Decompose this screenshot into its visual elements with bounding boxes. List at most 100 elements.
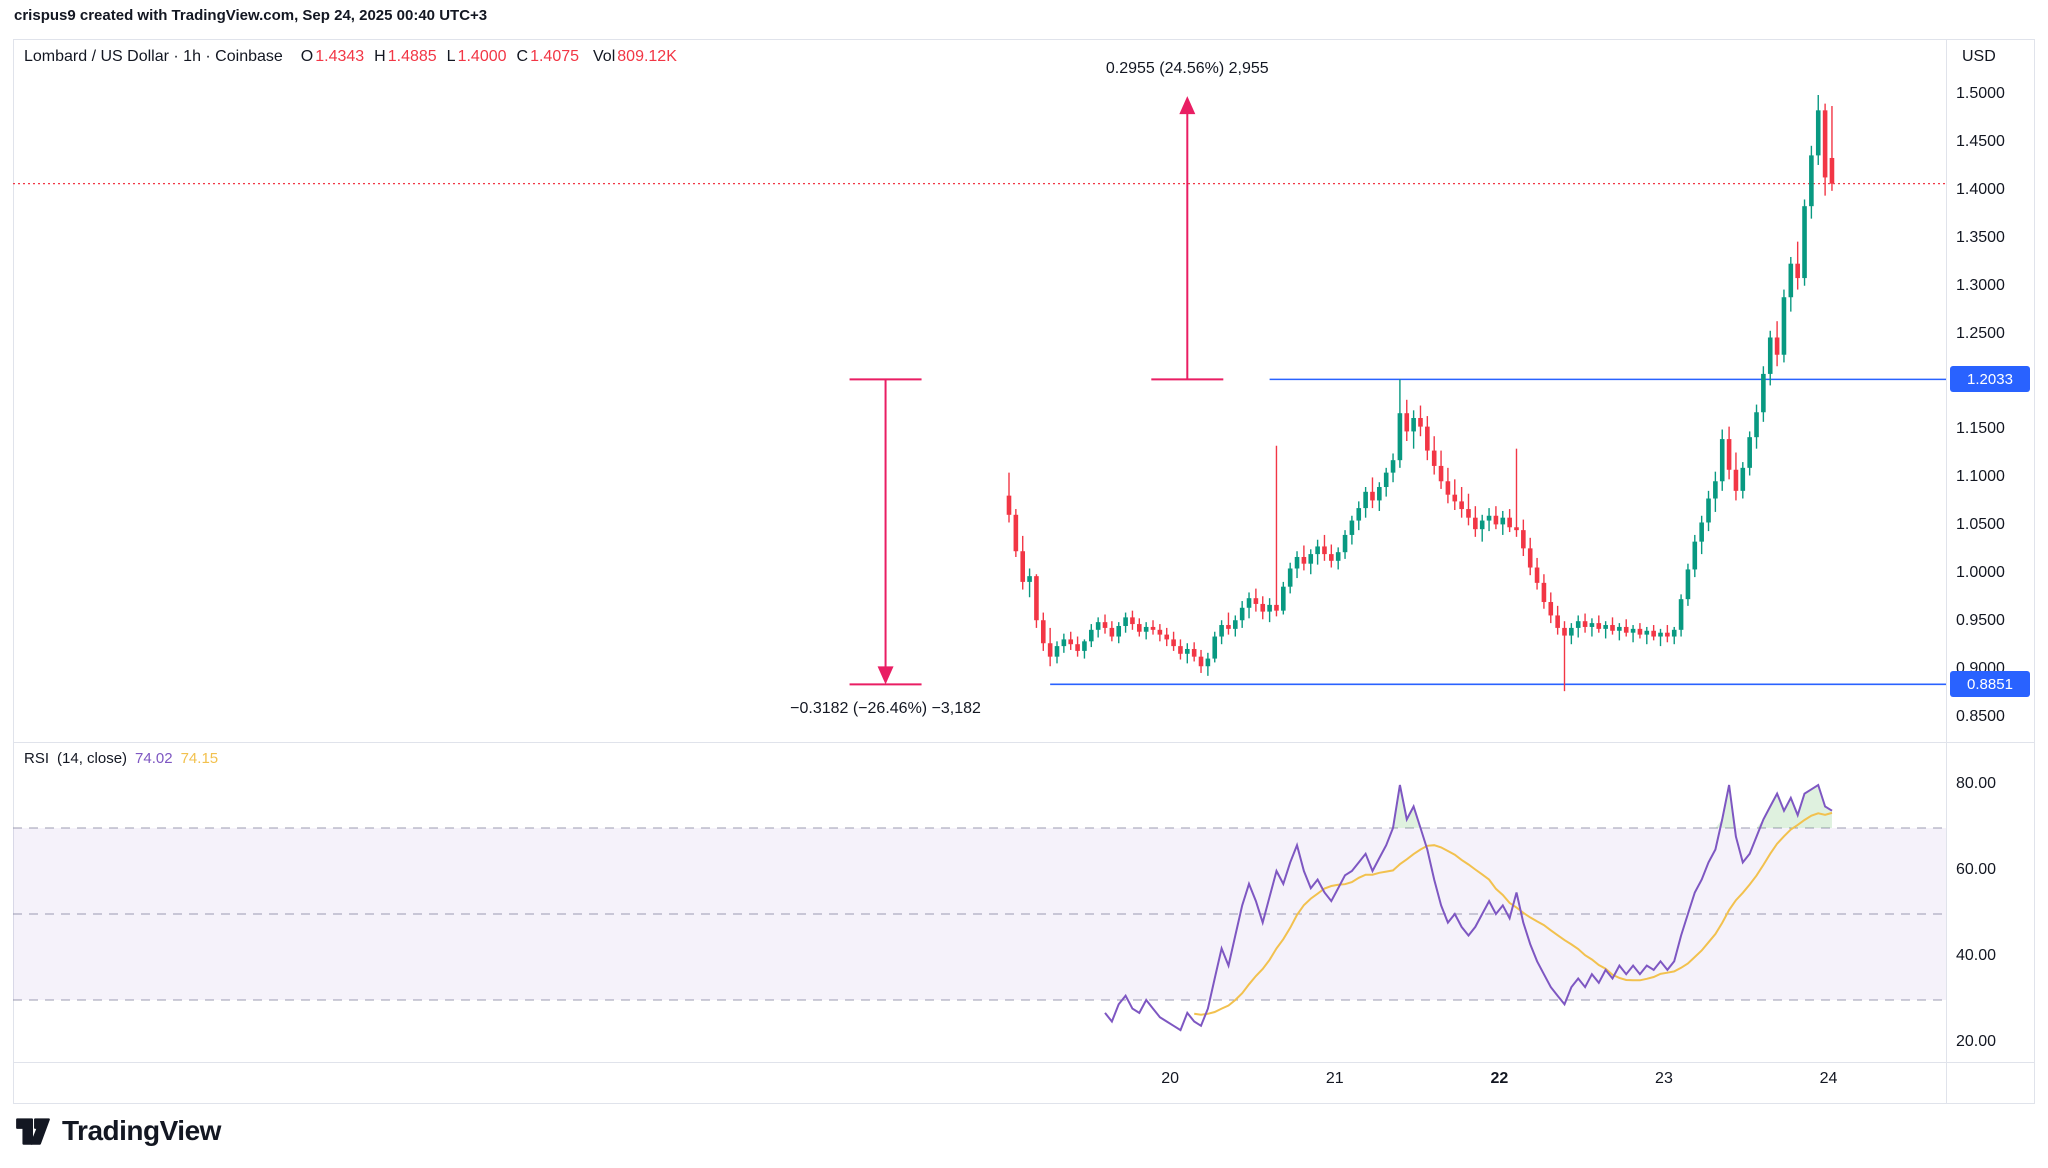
price-axis-label: 0.9500 — [1956, 612, 2005, 630]
candle-body — [1301, 556, 1307, 564]
candle-body — [1047, 643, 1053, 657]
candle-body — [1699, 522, 1704, 542]
price-axis-label: 1.2500 — [1956, 324, 2005, 342]
measure-up-arrowhead — [1179, 96, 1196, 115]
candle-body — [1322, 546, 1327, 555]
candle-body — [1198, 656, 1204, 667]
candle-body — [1527, 548, 1533, 568]
candle-body — [1431, 450, 1437, 466]
candle-body — [1630, 628, 1636, 633]
candle-body — [1253, 598, 1259, 604]
candle-body — [1102, 622, 1108, 628]
tradingview-logo[interactable]: TradingView — [14, 1112, 221, 1150]
candle-body — [1294, 556, 1300, 569]
candle-body — [1383, 472, 1389, 488]
candle-body — [1370, 491, 1375, 501]
candle-body — [1212, 636, 1218, 659]
candle-body — [1342, 534, 1348, 553]
time-axis-label: 23 — [1655, 1070, 1673, 1087]
rsi-axis-label: 40.00 — [1956, 947, 1997, 964]
candle-body — [1040, 620, 1046, 644]
time-axis-separator — [13, 1062, 2035, 1063]
candle-body — [1713, 481, 1718, 499]
candle-body — [1315, 546, 1320, 555]
candle-body — [1445, 481, 1451, 495]
candle-body — [1178, 646, 1183, 654]
candle-body — [1610, 625, 1615, 631]
measure-up-label[interactable]: 0.2955 (24.56%) 2,955 — [1105, 60, 1269, 78]
candle-body — [1459, 501, 1464, 510]
candle-body — [1706, 498, 1711, 523]
candle-body — [1562, 627, 1567, 636]
rsi-overbought-fill — [1105, 785, 1832, 828]
candle-body — [1733, 469, 1739, 491]
candle-body — [1493, 515, 1499, 525]
candle-body — [1726, 439, 1732, 470]
candle-body — [1274, 604, 1279, 611]
rsi-legend[interactable]: RSI (14, close) 74.02 74.15 — [24, 750, 218, 767]
candle-body — [1116, 625, 1122, 637]
candle-body — [1740, 467, 1746, 491]
candle-body — [1150, 626, 1156, 630]
candle-body — [1486, 515, 1492, 521]
price-axis-label: 0.8500 — [1956, 708, 2005, 725]
measure-down-arrowhead — [877, 666, 894, 685]
candle-body — [1747, 437, 1752, 468]
candle-body — [1555, 615, 1560, 628]
candle-body — [1692, 541, 1698, 570]
candle-body — [1479, 520, 1485, 530]
candle-body — [1644, 630, 1650, 635]
support-price-badge: 0.8851 — [1950, 671, 2030, 698]
candle-body — [1363, 491, 1368, 509]
candle-body — [1164, 634, 1170, 640]
candle-body — [1802, 206, 1807, 279]
candle-body — [1397, 413, 1403, 461]
candle-body — [1500, 517, 1506, 525]
resistance-price-badge: 1.2033 — [1950, 366, 2030, 393]
candle-body — [1596, 623, 1602, 629]
price-axis-label: 1.4000 — [1956, 180, 2005, 198]
tradingview-logo-icon — [16, 1118, 50, 1145]
price-axis-label: 1.4500 — [1956, 132, 2005, 150]
price-axis-label: 1.5000 — [1956, 85, 2005, 102]
time-axis-label: 20 — [1161, 1070, 1180, 1087]
candle-body — [1617, 626, 1622, 631]
candle-body — [1404, 413, 1410, 432]
candle-body — [1377, 487, 1382, 501]
candle-body — [1356, 508, 1362, 521]
candle-body — [1075, 644, 1080, 651]
candle-body — [1137, 624, 1142, 632]
candle-body — [1061, 639, 1067, 647]
symbol-title: Lombard / US Dollar · 1h · Coinbase — [24, 48, 283, 65]
measure-down-label[interactable]: −0.3182 (−26.46%) −3,182 — [790, 700, 981, 718]
candle-body — [1548, 602, 1554, 616]
candle-body — [1006, 495, 1012, 515]
ohlc-high: H 1.4885 — [374, 48, 437, 65]
candle-body — [1665, 632, 1670, 637]
candle-body — [1809, 155, 1814, 207]
price-axis-label: 1.0500 — [1956, 516, 2005, 534]
candle-body — [1281, 586, 1286, 611]
candle-body — [1651, 630, 1656, 637]
candle-body — [1815, 110, 1821, 156]
currency-label: USD — [1962, 48, 1996, 65]
candle-body — [1569, 627, 1574, 636]
candle-body — [1123, 617, 1128, 626]
candle-body — [1329, 554, 1334, 561]
candle-body — [1027, 576, 1032, 582]
candle-body — [1774, 337, 1780, 355]
candle-body — [1589, 623, 1595, 627]
candle-body — [1239, 607, 1245, 621]
candle-body — [1541, 582, 1547, 603]
volume-readout: Vol 809.12K — [593, 48, 677, 65]
candle-body — [1521, 530, 1526, 549]
rsi-line — [1104, 783, 1833, 1032]
price-axis-label: 1.0000 — [1956, 564, 2005, 582]
candle-body — [1260, 603, 1266, 612]
candle-body — [1185, 648, 1190, 654]
symbol-header[interactable]: Lombard / US Dollar · 1h · Coinbase O 1.4… — [24, 48, 677, 66]
candle-body — [1246, 598, 1252, 608]
price-axis-label: 1.1000 — [1956, 468, 2005, 486]
candle-body — [1514, 527, 1519, 531]
candle-body — [1671, 629, 1677, 637]
